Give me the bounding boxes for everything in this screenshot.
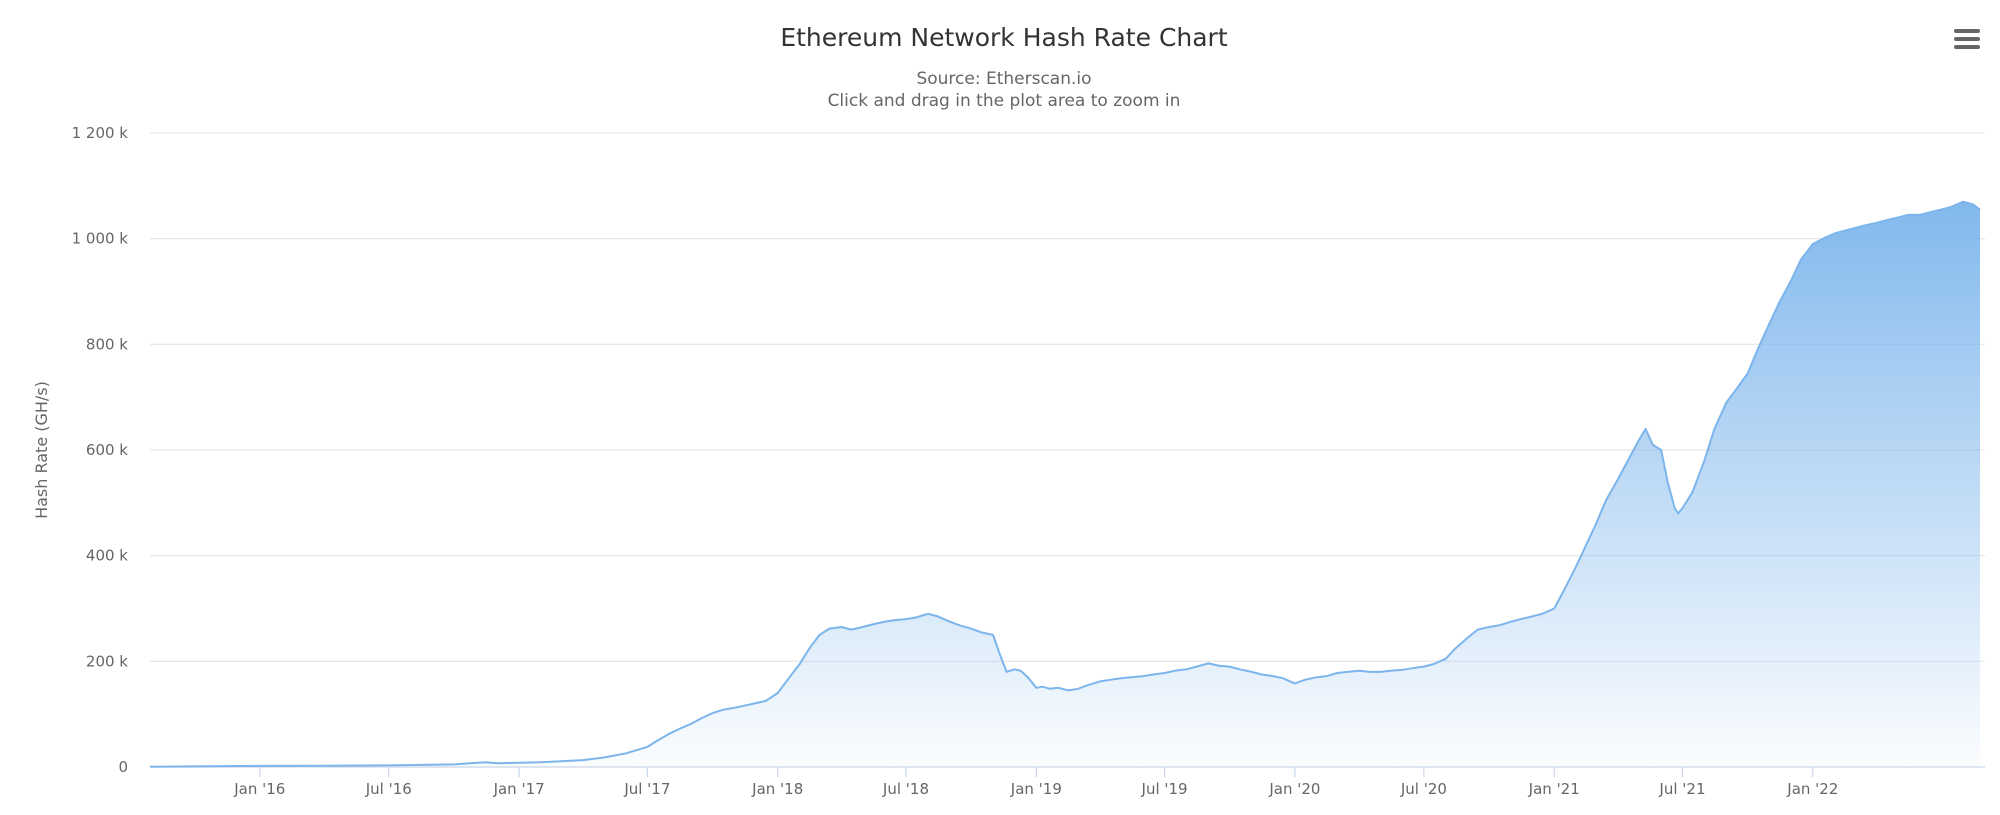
x-tick-label: Jan '20 [1268, 780, 1320, 798]
x-tick-label: Jul '21 [1658, 780, 1705, 798]
x-tick-label: Jan '16 [233, 780, 285, 798]
x-tick-label: Jul '16 [365, 780, 412, 798]
chart-title: Ethereum Network Hash Rate Chart [780, 23, 1228, 52]
x-tick-label: Jul '20 [1400, 780, 1447, 798]
y-axis-ticks: 0 200 k 400 k 600 k 800 k 1 000 k 1 200 k [72, 124, 129, 776]
x-tick-label: Jan '21 [1528, 780, 1580, 798]
x-tick-label: Jan '17 [493, 780, 545, 798]
grid-lines [150, 132, 1985, 768]
y-tick-label: 800 k [86, 335, 128, 353]
x-tick-label: Jan '19 [1010, 780, 1062, 798]
x-axis-ticks: Jan '16 Jul '16 Jan '17 Jul '17 Jan '18 Jul '… [233, 767, 1838, 798]
series-area [150, 201, 1980, 767]
series-line [149, 200, 1981, 768]
x-tick-label: Jan '22 [1786, 780, 1838, 798]
hamburger-menu-icon[interactable] [1954, 29, 1980, 49]
chart-subtitle-hint: Click and drag in the plot area to zoom … [828, 91, 1181, 111]
y-tick-label: 1 200 k [72, 124, 129, 142]
x-tick-label: Jul '17 [623, 780, 670, 798]
y-tick-label: 600 k [86, 441, 128, 459]
x-tick-label: Jul '18 [882, 780, 929, 798]
y-axis-label: Hash Rate (GH/s) [32, 381, 51, 519]
chart-subtitle-source: Source: Etherscan.io [916, 69, 1091, 89]
series-hash-rate [149, 200, 1981, 768]
y-tick-label: 200 k [86, 652, 128, 670]
x-tick-label: Jan '18 [751, 780, 803, 798]
y-tick-label: 1 000 k [72, 230, 129, 248]
y-tick-label: 400 k [86, 547, 128, 565]
x-tick-label: Jul '19 [1141, 780, 1188, 798]
y-tick-label: 0 [118, 758, 128, 776]
